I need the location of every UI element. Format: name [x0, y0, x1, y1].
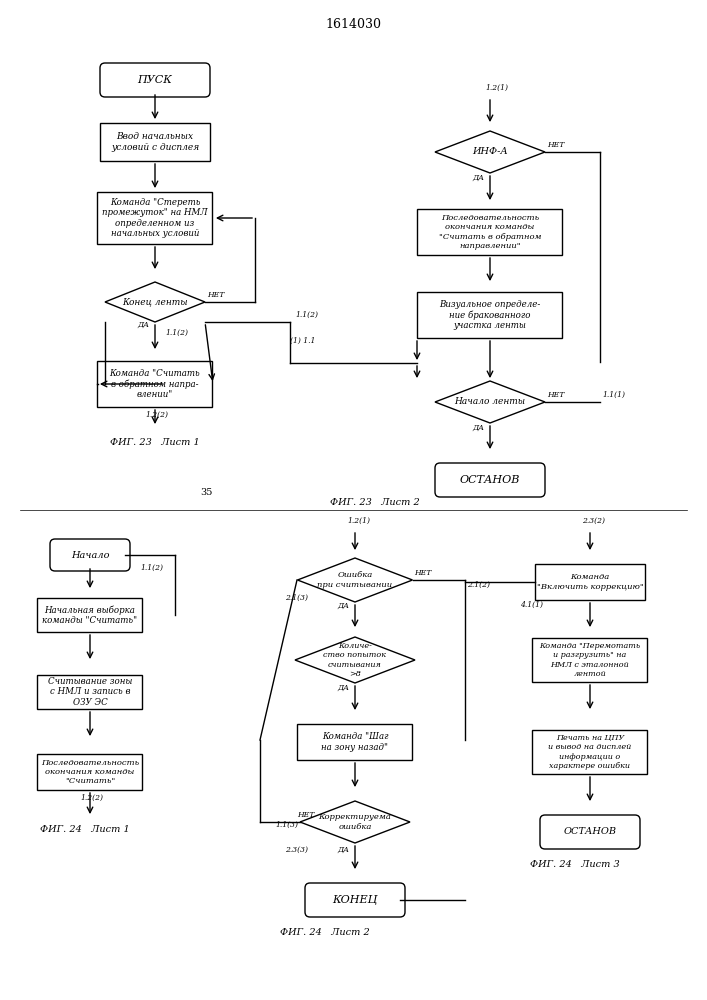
Text: 35: 35	[200, 488, 212, 497]
Text: 2.3(2): 2.3(2)	[582, 517, 605, 525]
Text: 2.3(3): 2.3(3)	[285, 846, 308, 854]
Text: 1.1(1): 1.1(1)	[602, 391, 625, 399]
Text: 1.2(2): 1.2(2)	[80, 794, 103, 802]
Bar	[100, 123, 210, 161]
Text: Начальная выборка
команды "Считать": Начальная выборка команды "Считать"	[42, 605, 138, 625]
Text: Корректируема
ошибка: Корректируема ошибка	[319, 813, 392, 831]
Text: НЕТ: НЕТ	[547, 391, 564, 399]
Text: ДА: ДА	[472, 424, 484, 432]
Text: ДА: ДА	[337, 602, 349, 610]
Text: Команда
"Включить коррекцию": Команда "Включить коррекцию"	[537, 573, 643, 591]
Text: 1.1(2): 1.1(2)	[165, 329, 188, 337]
Text: ДА: ДА	[472, 174, 484, 182]
Bar	[418, 209, 563, 255]
Bar	[37, 754, 143, 790]
Text: Ошибка
при считывании: Ошибка при считывании	[317, 571, 392, 589]
Text: Считывание зоны
с НМЛ и запись в
ОЗУ ЭС: Считывание зоны с НМЛ и запись в ОЗУ ЭС	[48, 677, 132, 707]
Text: Печать на ЦПУ
и вывод на дисплей
информации о
характере ошибки: Печать на ЦПУ и вывод на дисплей информа…	[549, 734, 631, 770]
Text: 1.1(2): 1.1(2)	[295, 311, 318, 319]
Text: Количе-
ство попыток
считывания
>8: Количе- ство попыток считывания >8	[324, 642, 387, 678]
Text: Команда "Перемотать
и разгрузить" на
НМЛ с эталонной
лентой: Команда "Перемотать и разгрузить" на НМЛ…	[539, 642, 641, 678]
Text: Команда "Стереть
промежуток" на НМЛ
определенном из
начальных условий: Команда "Стереть промежуток" на НМЛ опре…	[103, 198, 208, 238]
Text: ФИГ. 24   Лист 3: ФИГ. 24 Лист 3	[530, 860, 620, 869]
Text: Ввод начальных
условий с дисплея: Ввод начальных условий с дисплея	[111, 132, 199, 152]
Text: ФИГ. 24   Лист 1: ФИГ. 24 Лист 1	[40, 825, 130, 834]
Bar	[298, 724, 412, 760]
Bar	[98, 192, 213, 244]
Text: НЕТ: НЕТ	[207, 291, 224, 299]
Text: НЕТ: НЕТ	[297, 811, 315, 819]
Text: ОСТАНОВ: ОСТАНОВ	[563, 828, 617, 836]
Text: Визуальное определе-
ние бракованного
участка ленты: Визуальное определе- ние бракованного уч…	[439, 300, 541, 330]
Text: НЕТ: НЕТ	[547, 141, 564, 149]
Text: ПУСК: ПУСК	[138, 75, 173, 85]
Bar	[532, 730, 648, 774]
Text: Команда "Шаг
на зону назад": Команда "Шаг на зону назад"	[322, 732, 389, 752]
Text: 2.1(2): 2.1(2)	[467, 581, 490, 589]
Text: 1.1(2): 1.1(2)	[140, 564, 163, 572]
Text: 1614030: 1614030	[325, 18, 381, 31]
Text: Конец ленты: Конец ленты	[122, 298, 188, 306]
Text: 1.1(3): 1.1(3)	[275, 821, 298, 829]
Text: ФИГ. 24   Лист 2: ФИГ. 24 Лист 2	[280, 928, 370, 937]
Text: 1.2(1): 1.2(1)	[347, 517, 370, 525]
Text: 2.1(3): 2.1(3)	[285, 594, 308, 602]
Text: 1.2(2): 1.2(2)	[145, 411, 168, 419]
Text: ОСТАНОВ: ОСТАНОВ	[460, 475, 520, 485]
Text: ИНФ-А: ИНФ-А	[472, 147, 508, 156]
Text: 4.1(1): 4.1(1)	[520, 601, 543, 609]
Bar	[37, 598, 143, 632]
Text: (1) 1.1: (1) 1.1	[290, 337, 315, 345]
Text: 1.2(1): 1.2(1)	[485, 84, 508, 92]
Bar	[532, 638, 648, 682]
Text: Команда "Считать
в обратном напра-
влении": Команда "Считать в обратном напра- влени…	[110, 369, 200, 399]
Bar	[37, 675, 143, 709]
Bar	[98, 361, 213, 407]
Text: Последовательность
окончания команды
"Считать": Последовательность окончания команды "Сч…	[41, 759, 139, 785]
Bar	[418, 292, 563, 338]
Text: КОНЕЦ: КОНЕЦ	[332, 895, 378, 905]
Bar	[535, 564, 645, 600]
Text: Начало: Начало	[71, 550, 110, 560]
Text: ФИГ. 23   Лист 1: ФИГ. 23 Лист 1	[110, 438, 200, 447]
Text: Последовательность
окончания команды
"Считать в обратном
направлении": Последовательность окончания команды "Сч…	[439, 214, 542, 250]
Text: ДА: ДА	[137, 321, 149, 329]
Text: Начало ленты: Начало ленты	[455, 397, 525, 406]
Text: НЕТ: НЕТ	[414, 569, 431, 577]
Text: ФИГ. 23   Лист 2: ФИГ. 23 Лист 2	[330, 498, 420, 507]
Text: ДА: ДА	[337, 846, 349, 854]
Text: ДА: ДА	[337, 684, 349, 692]
